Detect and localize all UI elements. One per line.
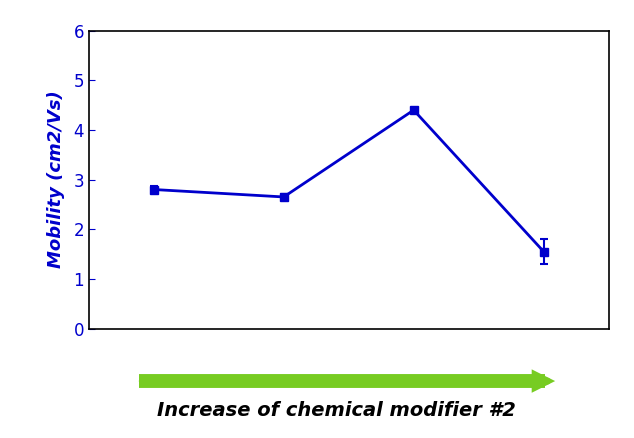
Text: Increase of chemical modifier #2: Increase of chemical modifier #2 xyxy=(157,402,515,420)
Y-axis label: Mobility (cm2/Vs): Mobility (cm2/Vs) xyxy=(47,91,65,268)
